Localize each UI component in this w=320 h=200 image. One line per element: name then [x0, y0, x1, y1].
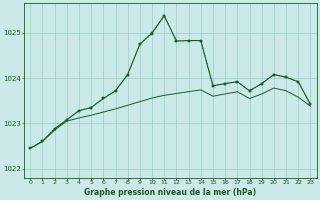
X-axis label: Graphe pression niveau de la mer (hPa): Graphe pression niveau de la mer (hPa) [84, 188, 256, 197]
